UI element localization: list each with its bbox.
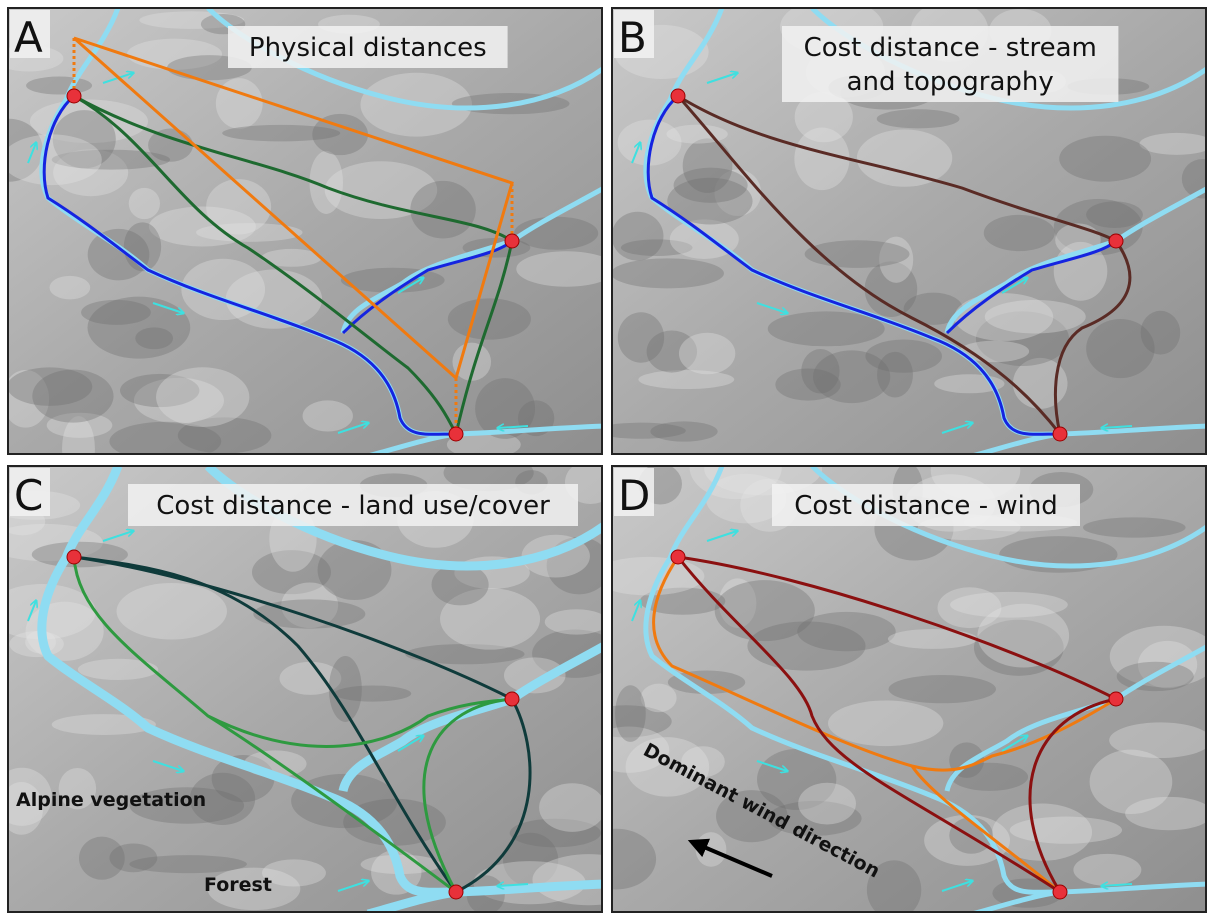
terrain-hill bbox=[32, 370, 113, 423]
map-body bbox=[0, 8, 616, 481]
terrain-hill bbox=[117, 583, 227, 640]
terrain-hill bbox=[768, 311, 885, 346]
terrain-hill bbox=[1083, 517, 1186, 537]
terrain-hill bbox=[539, 783, 605, 832]
panel-title: Cost distance - land use/cover bbox=[156, 491, 550, 521]
panel-title: Cost distance - stream bbox=[804, 33, 1097, 63]
site-point bbox=[449, 427, 463, 441]
terrain-hill bbox=[1086, 201, 1143, 228]
terrain-hill bbox=[1109, 722, 1209, 758]
terrain-hill bbox=[611, 258, 724, 288]
site-point bbox=[67, 550, 81, 564]
terrain-hill bbox=[618, 312, 664, 362]
terrain-hill bbox=[828, 700, 943, 746]
site-point bbox=[505, 234, 519, 248]
panel-title: Cost distance - wind bbox=[794, 491, 1058, 521]
terrain-hill bbox=[877, 109, 960, 128]
site-point bbox=[1109, 692, 1123, 706]
terrain-hill bbox=[81, 300, 151, 325]
panel-title: Physical distances bbox=[249, 33, 487, 63]
terrain-hill bbox=[545, 609, 608, 634]
terrain-hill bbox=[612, 212, 664, 261]
terrain-hill bbox=[985, 300, 1086, 334]
terrain-hill bbox=[135, 327, 173, 349]
terrain-hill bbox=[798, 783, 856, 825]
map-label: Alpine vegetation bbox=[16, 789, 206, 811]
site-point bbox=[1053, 885, 1067, 899]
panel-letter: B bbox=[618, 13, 647, 62]
terrain-hill bbox=[679, 333, 735, 374]
terrain-hill bbox=[638, 370, 734, 389]
map-panel: Cost distance - land use/cover C Alpine ve… bbox=[0, 454, 645, 914]
site-point bbox=[671, 89, 685, 103]
terrain-hill bbox=[79, 837, 125, 880]
terrain-hill bbox=[410, 181, 475, 239]
terrain-hill bbox=[877, 352, 913, 398]
site-point bbox=[1109, 234, 1123, 248]
site-point bbox=[1053, 427, 1067, 441]
panel-title: and topography bbox=[847, 67, 1054, 97]
map-panel: Physical distances A bbox=[0, 8, 616, 481]
terrain-hill bbox=[674, 168, 748, 203]
terrain-hill bbox=[592, 557, 704, 595]
terrain-hill bbox=[78, 659, 158, 680]
site-point bbox=[671, 550, 685, 564]
panel-letter: D bbox=[618, 471, 650, 520]
terrain-hill bbox=[156, 367, 249, 427]
terrain-hill bbox=[1090, 750, 1173, 814]
site-point bbox=[449, 885, 463, 899]
site-point bbox=[505, 692, 519, 706]
terrain-hill bbox=[1059, 136, 1151, 182]
terrain-hill bbox=[50, 276, 91, 300]
terrain-hill bbox=[303, 400, 353, 431]
terrain-hill bbox=[1141, 311, 1181, 355]
terrain-hill bbox=[1073, 854, 1141, 886]
terrain-hill bbox=[984, 215, 1055, 251]
terrain-hill bbox=[992, 804, 1092, 861]
terrain-hill bbox=[343, 799, 446, 846]
terrain-hill bbox=[747, 621, 865, 670]
terrain-hill bbox=[2, 134, 102, 185]
terrain-hill bbox=[615, 685, 646, 742]
panel-letter: A bbox=[14, 13, 43, 62]
terrain-hill bbox=[857, 129, 952, 186]
site-point bbox=[67, 89, 81, 103]
terrain-hill bbox=[129, 188, 160, 219]
terrain-hill bbox=[26, 77, 92, 95]
panel-letter: C bbox=[14, 471, 43, 520]
terrain-hill bbox=[109, 422, 221, 461]
map-label: Forest bbox=[204, 874, 272, 896]
terrain-hill bbox=[650, 421, 717, 441]
terrain-hill bbox=[889, 675, 996, 703]
terrain-hill bbox=[888, 629, 978, 649]
map-panel: Cost distance - stream and topography B bbox=[596, 0, 1209, 456]
figure: Physical distances A Cost distance - strea… bbox=[0, 0, 1209, 914]
terrain-hill bbox=[641, 684, 677, 713]
